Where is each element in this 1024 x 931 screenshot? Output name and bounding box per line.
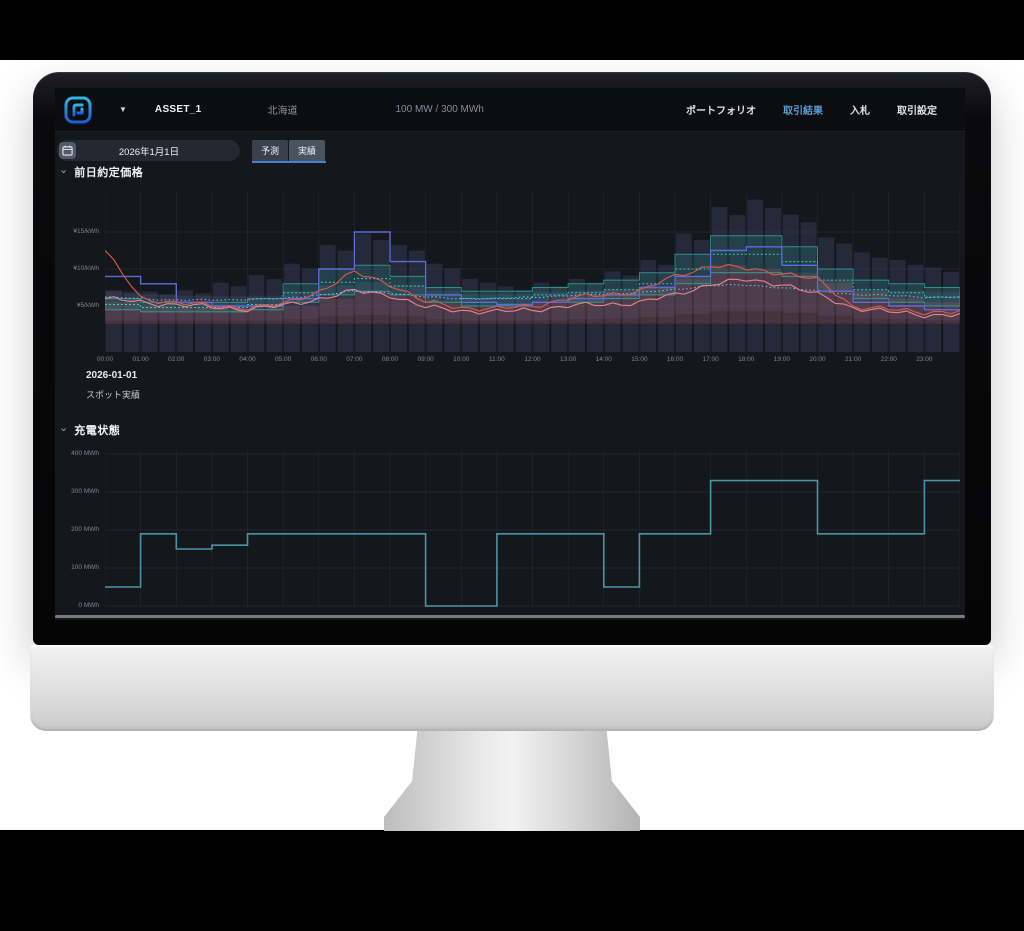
- y-tick-label: ¥15/kWh: [73, 228, 99, 235]
- horizontal-scrollbar[interactable]: [55, 615, 965, 618]
- x-tick-label: 22:00: [880, 356, 897, 363]
- x-tick-label: 17:00: [702, 356, 719, 363]
- x-tick-label: 15:00: [631, 356, 648, 363]
- x-tick-label: 12:00: [524, 356, 541, 363]
- nav-menu: ポートフォリオ 取引結果 入札 取引設定: [686, 102, 937, 117]
- soc-chart[interactable]: [105, 450, 960, 608]
- asset-dropdown-caret-icon[interactable]: ▼: [119, 105, 127, 114]
- x-tick-label: 01:00: [132, 356, 149, 363]
- x-tick-label: 10:00: [453, 356, 470, 363]
- forecast-actual-toggle: 予測 実績: [252, 140, 326, 163]
- price-legend-date: 2026-01-01: [86, 370, 138, 381]
- chevron-down-icon: ⌄: [59, 164, 69, 176]
- soc-chart-y-axis: 400 MWh 300 MWh 200 MWh 100 MWh 0 MWh: [55, 450, 101, 609]
- y-tick-label: 400 MWh: [71, 450, 99, 457]
- calendar-icon[interactable]: [59, 142, 76, 159]
- x-tick-label: 05:00: [274, 356, 292, 363]
- asset-name: ASSET_1: [154, 104, 202, 115]
- monitor-chin: [30, 645, 994, 731]
- y-tick-label: 100 MWh: [71, 564, 99, 571]
- x-tick-label: 06:00: [310, 356, 327, 363]
- dashboard-screen: ▼ ASSET_1 北海道 100 MW / 300 MWh ポートフォリオ 取…: [55, 88, 965, 620]
- top-navbar: ▼ ASSET_1 北海道 100 MW / 300 MWh ポートフォリオ 取…: [55, 88, 965, 132]
- price-chart-y-axis: ¥15/kWh ¥10/kWh ¥5/kWh: [55, 190, 101, 352]
- asset-capacity: 100 MW / 300 MWh: [395, 104, 484, 115]
- x-tick-label: 04:00: [239, 356, 256, 363]
- price-chart[interactable]: [105, 190, 960, 352]
- x-tick-label: 18:00: [738, 356, 755, 363]
- x-tick-label: 00:00: [96, 356, 114, 363]
- x-tick-label: 21:00: [844, 356, 862, 363]
- soc-section-title: 充電状態: [74, 425, 121, 437]
- monitor-stand: [384, 731, 640, 831]
- price-legend-series: スポット実績: [86, 390, 141, 400]
- y-tick-label: 300 MWh: [71, 488, 99, 495]
- nav-item-trade-results[interactable]: 取引結果: [783, 106, 823, 117]
- y-tick-label: ¥10/kWh: [73, 265, 99, 272]
- x-tick-label: 08:00: [381, 356, 399, 363]
- y-tick-label: ¥5/kWh: [76, 302, 99, 309]
- x-tick-label: 14:00: [595, 356, 612, 363]
- y-tick-label: 0 MWh: [78, 602, 99, 609]
- forecast-toggle-button[interactable]: 予測: [252, 140, 288, 161]
- x-tick-label: 03:00: [203, 356, 221, 363]
- chevron-down-icon: ⌄: [59, 422, 69, 434]
- x-tick-label: 19:00: [773, 356, 791, 363]
- asset-region: 北海道: [267, 106, 298, 117]
- price-section-header[interactable]: ⌄ 前日約定価格: [59, 164, 143, 180]
- nav-item-trade-settings[interactable]: 取引設定: [897, 106, 937, 117]
- app-logo-icon[interactable]: [63, 95, 93, 125]
- date-picker[interactable]: 2026年1月1日: [57, 140, 240, 161]
- x-tick-label: 09:00: [417, 356, 434, 363]
- x-tick-label: 07:00: [346, 356, 363, 363]
- x-tick-label: 02:00: [168, 356, 185, 363]
- soc-section-header[interactable]: ⌄ 充電状態: [59, 422, 120, 438]
- x-tick-label: 16:00: [666, 356, 684, 363]
- x-tick-label: 13:00: [559, 356, 577, 363]
- price-chart-x-axis: 00:00 01:00 02:00 03:00 04:00 05:00 06:00 07:00…: [97, 356, 960, 366]
- date-value: 2026年1月1日: [118, 146, 180, 158]
- x-tick-label: 23:00: [916, 356, 933, 363]
- y-tick-label: 200 MWh: [71, 526, 99, 533]
- actual-toggle-button[interactable]: 実績: [289, 140, 325, 161]
- nav-item-bidding[interactable]: 入札: [850, 106, 870, 117]
- x-tick-label: 20:00: [809, 356, 826, 363]
- nav-item-portfolio[interactable]: ポートフォリオ: [686, 106, 756, 117]
- x-tick-label: 11:00: [488, 356, 505, 363]
- price-section-title: 前日約定価格: [74, 167, 144, 179]
